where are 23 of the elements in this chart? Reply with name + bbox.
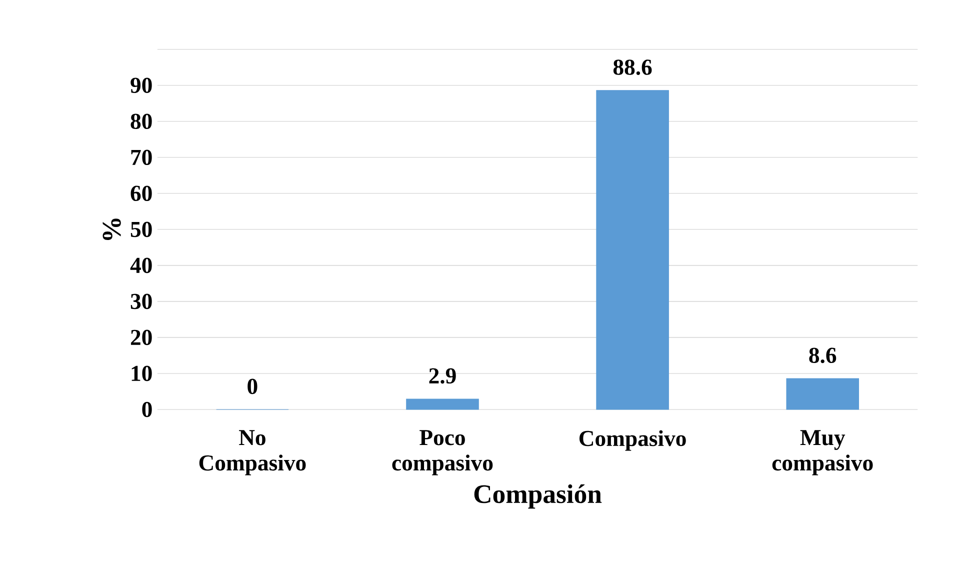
y-tick-label: 80 [130, 114, 152, 130]
data-label: 2.9 [429, 368, 456, 384]
x-tick-label: Poco compasivo [392, 430, 493, 476]
y-tick-label: 40 [130, 258, 152, 274]
data-label: 8.6 [809, 348, 836, 364]
bar [406, 398, 479, 410]
bar [596, 90, 669, 410]
x-tick-label: Compasivo [579, 430, 686, 451]
y-tick-label: 70 [131, 150, 152, 166]
data-label: 88.6 [613, 60, 652, 76]
y-tick-label: 60 [130, 186, 152, 202]
y-tick-label: 10 [132, 366, 152, 382]
bar [786, 378, 859, 410]
y-axis-title: % [102, 218, 121, 240]
y-tick-label: 90 [130, 78, 152, 94]
y-tick-label: 20 [130, 330, 152, 346]
x-axis-title: Compasión [474, 484, 602, 509]
x-tick-label: Muy compasivo [772, 430, 873, 476]
x-tick-label: No Compasivo [199, 430, 306, 476]
y-tick-label: 50 [130, 222, 152, 238]
data-label: 0 [248, 378, 258, 394]
y-tick-label: 0 [142, 402, 152, 418]
y-tick-label: 30 [130, 294, 152, 310]
